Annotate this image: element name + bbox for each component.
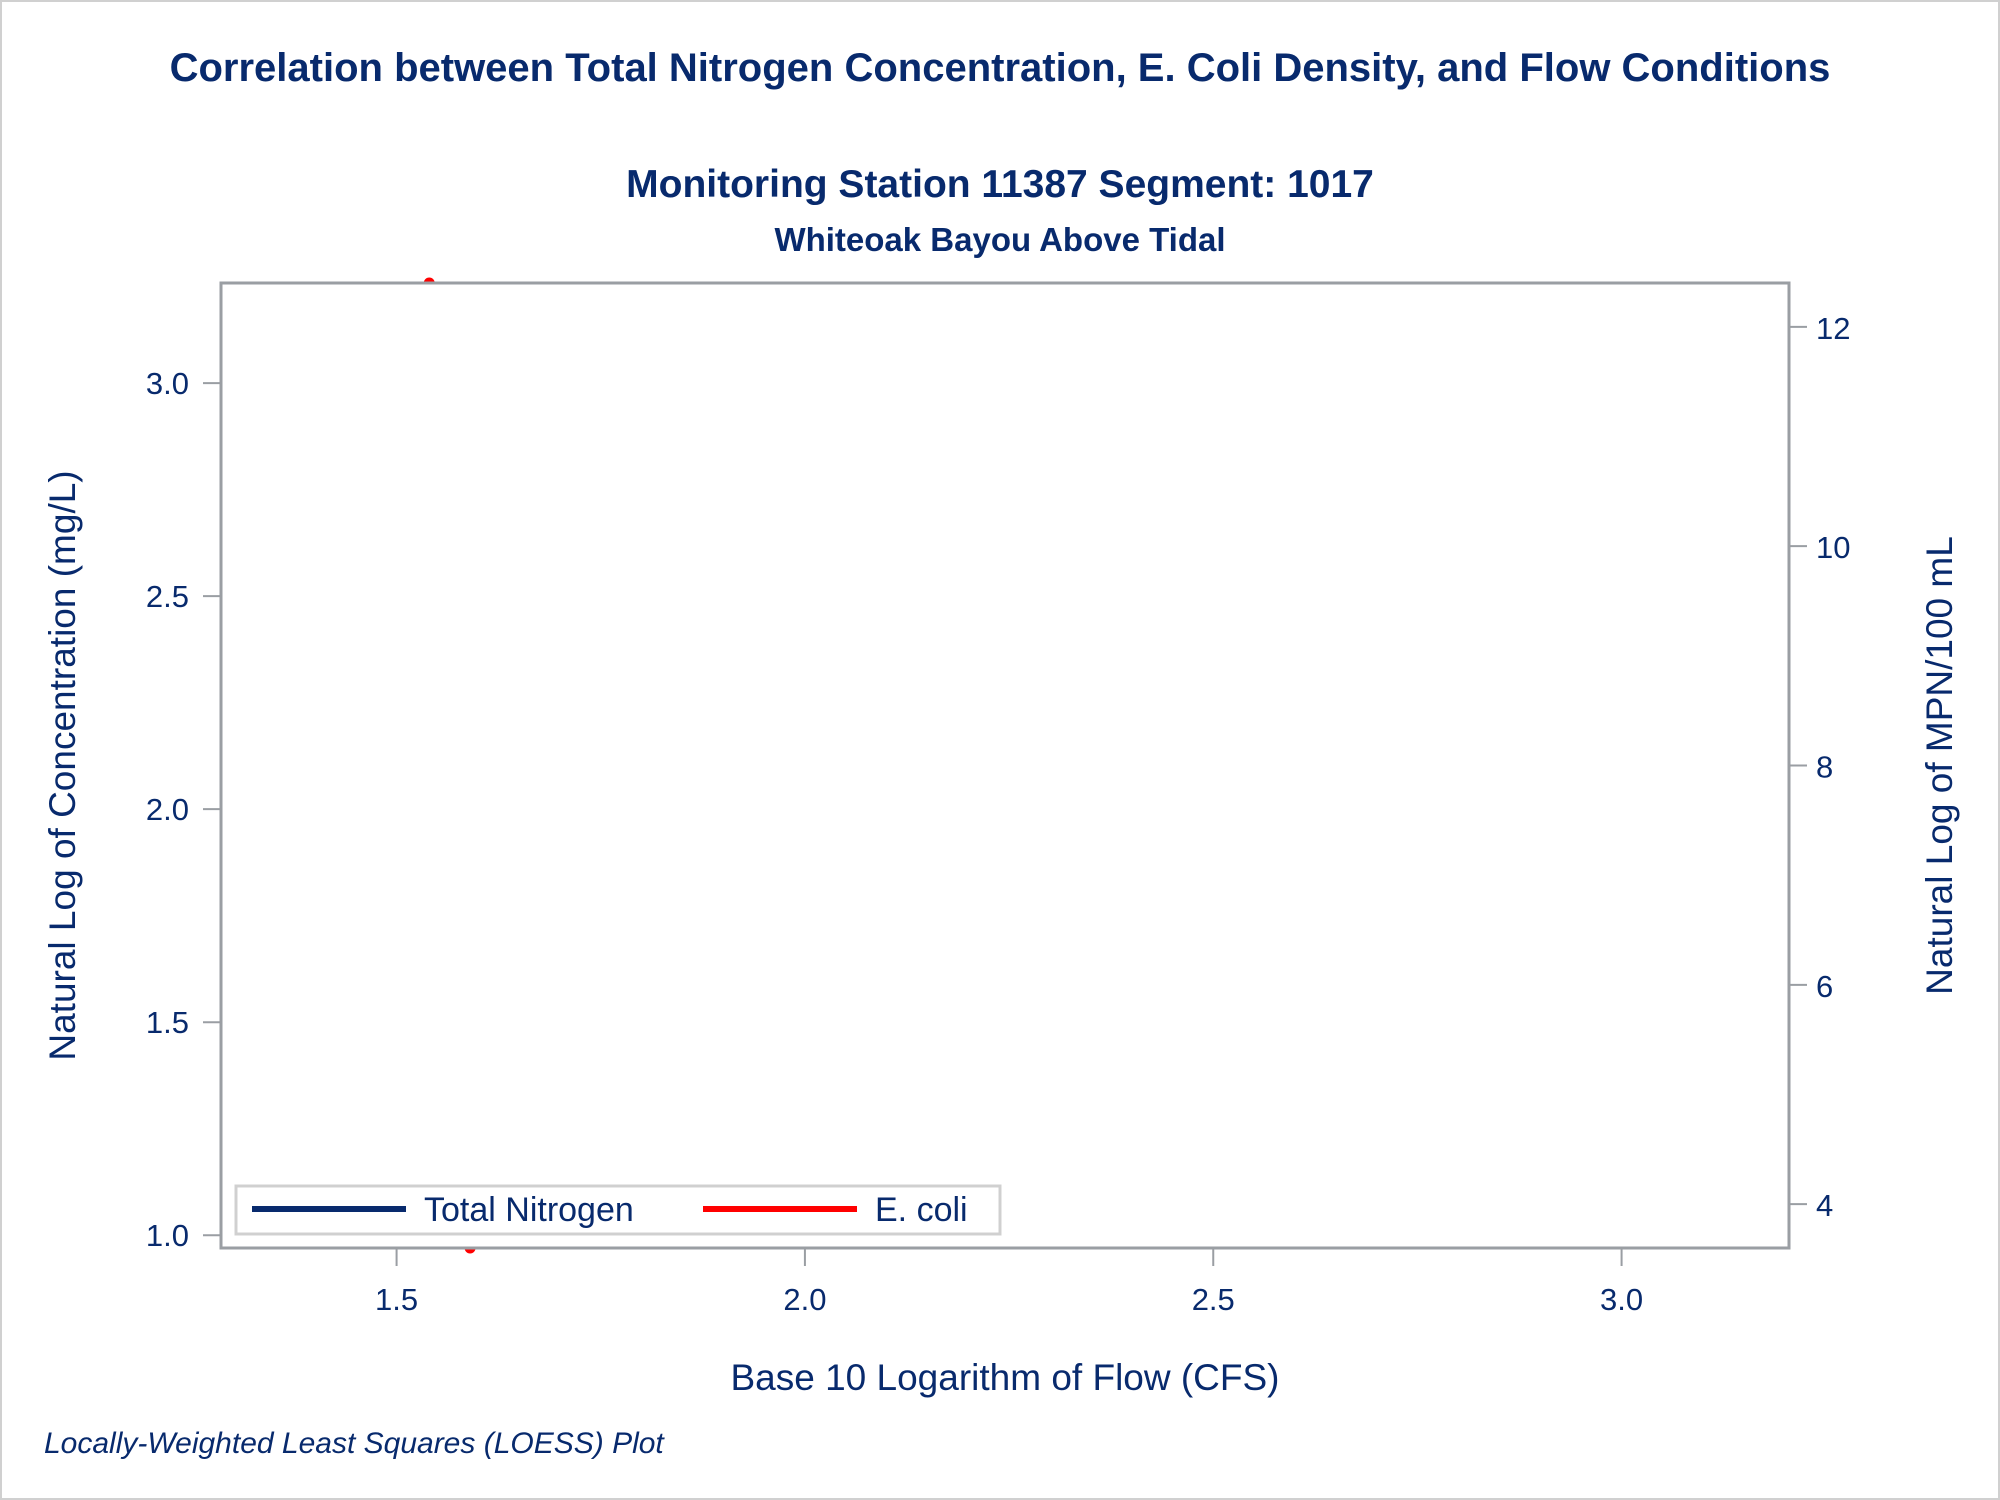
y-axis-right-label: Natural Log of MPN/100 mL [1919,536,1960,995]
chart-subtitle: Monitoring Station 11387 Segment: 1017 [626,163,1374,206]
x-tick-label: 2.5 [1192,1282,1235,1317]
chart-subtitle-2: Whiteoak Bayou Above Tidal [774,221,1226,258]
y-left-tick-label: 3.0 [146,366,189,401]
y-right-tick-label: 4 [1816,1188,1833,1223]
y-axis-left-label: Natural Log of Concentration (mg/L) [42,470,83,1060]
y-right-tick-label: 6 [1816,969,1833,1004]
y-right-tick-label: 12 [1816,311,1850,346]
plot-frame [219,281,1791,1250]
x-tick-label: 3.0 [1600,1282,1643,1317]
y-left-tick-label: 1.0 [146,1218,189,1253]
axes: 1.5 2.0 2.5 3.0 1.0 1.5 2.0 2.5 3.0 4 6 8 10 12 [146,281,1850,1317]
legend: Total Nitrogen E. coli [234,1184,1002,1236]
x-tick-label: 1.5 [375,1282,418,1317]
y-left-tick-label: 2.5 [146,579,189,614]
legend-label-total-nitrogen: Total Nitrogen [424,1191,634,1229]
chart-title: Correlation between Total Nitrogen Conce… [169,46,1831,90]
y-left-tick-label: 2.0 [146,792,189,827]
x-axis-label: Base 10 Logarithm of Flow (CFS) [730,1357,1279,1398]
y-left-tick-label: 1.5 [146,1005,189,1040]
y-right-tick-label: 10 [1816,530,1850,565]
legend-label-e-coli: E. coli [875,1191,968,1229]
footnote: Locally-Weighted Least Squares (LOESS) P… [44,1427,664,1460]
x-tick-label: 2.0 [783,1282,826,1317]
y-right-tick-label: 8 [1816,750,1833,785]
